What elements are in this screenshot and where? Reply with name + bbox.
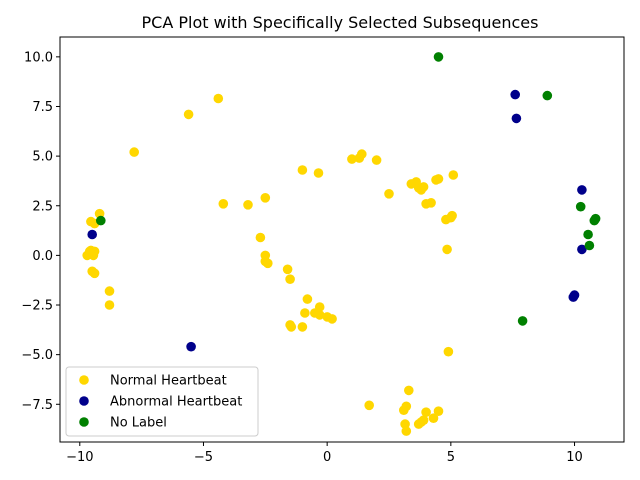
y-tick-label: 5.0: [32, 150, 53, 165]
data-point: [443, 346, 454, 357]
data-point: [327, 314, 337, 324]
legend-label: Abnormal Heartbeat: [110, 395, 242, 410]
data-point: [371, 155, 382, 165]
data-point: [89, 246, 100, 257]
y-tick-label: −2.5: [21, 299, 53, 314]
data-point: [517, 316, 528, 326]
data-point: [542, 90, 553, 101]
data-point: [426, 198, 436, 208]
series-no-label: [96, 52, 601, 326]
data-point: [433, 406, 444, 417]
data-point: [421, 407, 431, 418]
data-point: [428, 413, 439, 424]
data-point: [183, 109, 194, 120]
data-point: [575, 201, 586, 212]
data-point: [511, 113, 522, 124]
y-tick-label: −7.5: [21, 398, 53, 413]
data-point: [583, 229, 593, 240]
x-tick-label: −10: [66, 450, 93, 465]
data-point: [314, 302, 325, 312]
chart-title: PCA Plot with Specifically Selected Subs…: [142, 13, 539, 32]
y-tick-label: 0.0: [32, 249, 53, 264]
x-tick-label: 10: [566, 450, 583, 465]
y-tick-label: 7.5: [32, 100, 53, 115]
data-point: [186, 341, 196, 352]
data-point: [297, 165, 308, 175]
data-point: [590, 213, 601, 224]
y-tick-label: −5.0: [21, 348, 53, 363]
data-point: [568, 292, 579, 302]
series-normal-heartbeat: [82, 93, 459, 436]
x-tick-label: −5: [194, 450, 213, 465]
data-point: [433, 52, 444, 62]
legend-label: No Label: [110, 416, 167, 431]
legend-marker: [79, 396, 89, 406]
y-tick-label: 10.0: [24, 50, 53, 65]
data-point: [89, 268, 100, 279]
data-point: [302, 294, 313, 304]
data-point: [286, 322, 297, 332]
data-point: [243, 200, 253, 210]
data-point: [584, 240, 595, 251]
data-point: [448, 170, 459, 180]
data-point: [282, 264, 293, 275]
legend-marker: [79, 417, 89, 427]
data-point: [313, 168, 324, 178]
x-tick-label: 0: [323, 450, 331, 465]
data-point: [218, 199, 229, 209]
x-tick-label: 5: [447, 450, 455, 465]
data-point: [404, 385, 414, 396]
data-point: [510, 89, 520, 100]
data-point: [442, 244, 452, 255]
data-point: [447, 210, 457, 221]
data-point: [314, 310, 325, 320]
axes-frame: [59, 36, 625, 443]
data-point: [255, 232, 266, 243]
series-abnormal-heartbeat: [87, 89, 587, 352]
data-point: [364, 400, 375, 411]
data-point: [357, 149, 367, 159]
data-point: [418, 182, 429, 192]
y-tick-label: 2.5: [32, 199, 53, 214]
data-point: [401, 426, 412, 436]
legend-marker: [79, 375, 89, 385]
data-point: [384, 189, 394, 199]
data-point: [213, 93, 224, 104]
data-point: [129, 147, 139, 157]
data-point: [399, 405, 409, 416]
data-point: [577, 244, 587, 255]
data-point: [347, 154, 357, 164]
data-point: [260, 193, 271, 203]
data-point: [300, 308, 310, 318]
legend: Normal Heartbeat Abnormal Heartbeat No Lab…: [65, 366, 259, 437]
data-point: [96, 215, 106, 226]
data-point: [87, 229, 97, 240]
legend-box: [65, 366, 259, 437]
data-point: [297, 322, 308, 332]
data-point: [263, 258, 273, 269]
data-point: [577, 185, 587, 195]
data-point: [433, 174, 444, 184]
data-point: [104, 286, 115, 296]
legend-label: Normal Heartbeat: [110, 374, 227, 389]
axes: −10 −5 0 5 10 −7.5 −5.0 −2.5 0.0 2.5 5.0 7.5 10.0: [21, 36, 625, 465]
data-point: [104, 300, 115, 310]
data-point: [418, 415, 429, 426]
data-point: [285, 274, 295, 285]
